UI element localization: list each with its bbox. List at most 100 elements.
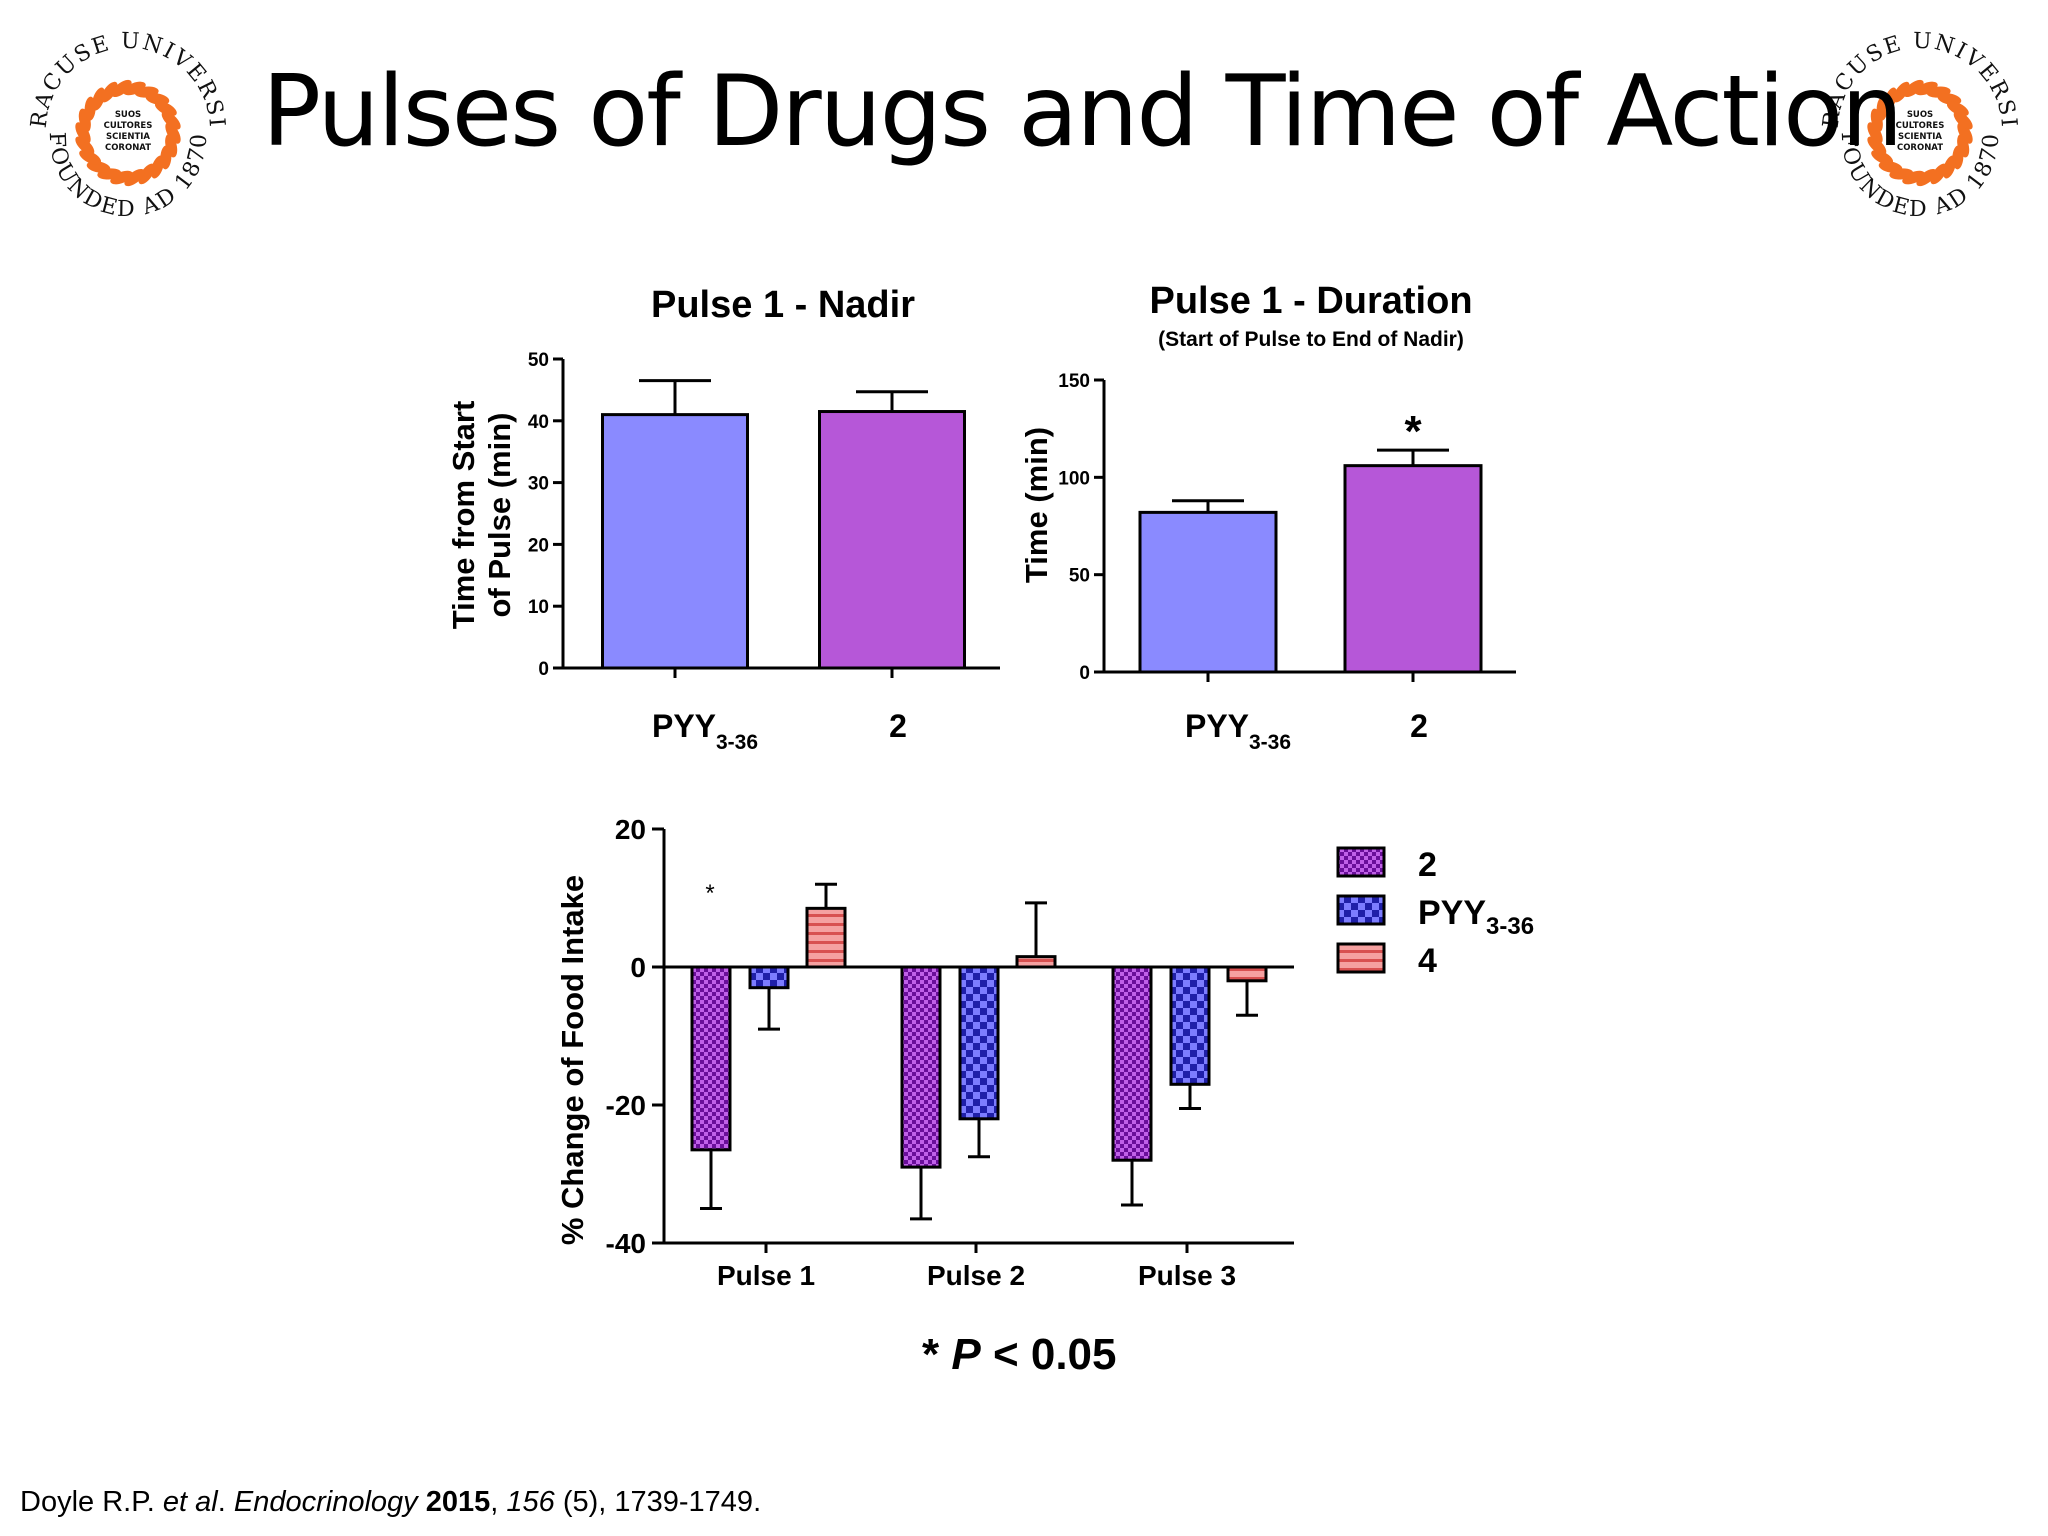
- legend-swatch: [1336, 846, 1386, 878]
- svg-text:CULTORES: CULTORES: [1896, 121, 1945, 131]
- laurel-leaf: [1915, 81, 1938, 96]
- legend-swatch: [1336, 894, 1386, 926]
- category-base: PYY: [652, 708, 716, 744]
- laurel-leaf: [1871, 149, 1894, 165]
- bar: [1015, 955, 1057, 969]
- x-category-label: Pulse 2: [927, 1260, 1025, 1291]
- laurel-leaf: [75, 136, 95, 155]
- y-tick-label: 100: [1058, 468, 1090, 489]
- y-tick-label: 50: [528, 350, 549, 371]
- laurel-leaf: [124, 168, 145, 187]
- laurel-leaf: [1893, 81, 1910, 103]
- chart-subtitle: (Start of Pulse to End of Nadir): [1158, 328, 1464, 351]
- bar: [958, 965, 1000, 1121]
- category-base: PYY: [1185, 708, 1249, 744]
- x-category-label: Pulse 1: [717, 1260, 815, 1291]
- legend-swatch: [1336, 942, 1386, 974]
- y-tick-label: 0: [630, 952, 646, 983]
- laurel-leaf: [1902, 170, 1925, 185]
- syracuse-university-seal-left: SYRACUSE UNIVERSITY FOUNDED AD 1870 SUOS…: [28, 30, 227, 222]
- laurel-wreath-icon: [1867, 79, 1973, 187]
- laurel-leaf: [123, 81, 146, 96]
- y-tick-label: 40: [528, 412, 549, 433]
- laurel-leaf: [1884, 87, 1898, 111]
- significance-star: *: [1404, 407, 1422, 456]
- chart-title: Pulse 1 - Duration: [1149, 280, 1472, 322]
- legend-name: 2: [1418, 846, 1437, 884]
- laurel-leaf: [1930, 163, 1947, 185]
- legend-label: PYY3-36: [1418, 894, 1534, 940]
- y-tick-label: 50: [1069, 566, 1090, 587]
- bar: [690, 965, 732, 1152]
- y-tick-label: 0: [1079, 663, 1090, 684]
- syracuse-university-seal-right: SYRACUSE UNIVERSITY FOUNDED AD 1870 SUOS…: [1820, 30, 2019, 222]
- bar: [748, 965, 790, 990]
- svg-text:CULTORES: CULTORES: [104, 121, 153, 131]
- y-axis-label: % Change of Food Intake: [555, 875, 590, 1245]
- bar: [900, 965, 942, 1169]
- x-category-label: Pulse 3: [1138, 1260, 1236, 1291]
- significance-annotation: *: [705, 880, 714, 907]
- category-subscript: 3-36: [716, 731, 758, 754]
- bar: [1169, 965, 1211, 1086]
- svg-text:SCIENTIA: SCIENTIA: [106, 132, 150, 142]
- x-category-label: PYY3-36: [652, 708, 758, 754]
- category-base: 2: [1410, 708, 1428, 744]
- laurel-leaf: [1946, 101, 1969, 117]
- bar: [1226, 965, 1268, 983]
- laurel-leaf: [111, 79, 132, 98]
- seal-center: [94, 99, 162, 167]
- y-tick-label: 20: [615, 814, 646, 845]
- p-value-note: * P < 0.05: [922, 1330, 1117, 1379]
- citation: Doyle R.P. et al. Endocrinology 2015, 15…: [20, 1486, 762, 1518]
- bar: [1343, 464, 1483, 674]
- laurel-leaf: [1957, 122, 1973, 144]
- laurel-leaf: [1867, 122, 1883, 144]
- chart-title: Pulse 1 - Nadir: [651, 284, 915, 326]
- slide-title: Pulses of Drugs and Time of Action: [262, 55, 1903, 169]
- x-category-label: PYY3-36: [1185, 708, 1291, 754]
- chart-pulse1-duration: Pulse 1 - Duration (Start of Pulse to En…: [1019, 280, 1516, 754]
- svg-text:SCIENTIA: SCIENTIA: [1898, 132, 1942, 142]
- bar: [601, 413, 749, 670]
- svg-text:SUOS: SUOS: [115, 110, 141, 120]
- svg-text:SUOS: SUOS: [1907, 110, 1933, 120]
- laurel-leaf: [138, 163, 155, 185]
- laurel-wreath-icon: [75, 79, 181, 187]
- legend-label: 2: [1418, 846, 1437, 884]
- y-tick-label: 0: [538, 659, 549, 680]
- laurel-leaf: [150, 155, 164, 179]
- x-category-label: 2: [889, 708, 907, 744]
- laurel-leaf: [1942, 155, 1956, 179]
- x-category-label: 2: [1410, 708, 1428, 744]
- bar: [1138, 510, 1278, 674]
- category-base: 2: [889, 708, 907, 744]
- y-tick-label: 10: [528, 597, 549, 618]
- chart-pulse1-nadir: Pulse 1 - Nadir Time from Start of Pulse…: [446, 284, 1000, 754]
- y-tick-label: -20: [606, 1090, 646, 1121]
- y-axis-label: Time (min): [1019, 427, 1054, 583]
- y-axis-label-line2: of Pulse (min): [482, 413, 517, 618]
- svg-text:CORONAT: CORONAT: [1897, 143, 1943, 153]
- y-tick-label: 20: [528, 535, 549, 556]
- laurel-leaf: [1867, 136, 1887, 155]
- laurel-leaf: [1953, 111, 1973, 130]
- laurel-leaf: [154, 101, 177, 117]
- svg-text:CORONAT: CORONAT: [105, 143, 151, 153]
- chart-food-intake-change: % Change of Food Intake * -40 -20 0 20 Puls…: [555, 814, 1534, 1291]
- laurel-leaf: [79, 149, 102, 165]
- legend-name: 4: [1418, 942, 1437, 980]
- bar: [1111, 965, 1153, 1162]
- legend-label: 4: [1418, 942, 1437, 980]
- laurel-leaf: [1916, 168, 1937, 187]
- laurel-leaf: [110, 170, 133, 185]
- seal-center: [1886, 99, 1954, 167]
- laurel-leaf: [1903, 79, 1924, 98]
- bar: [805, 906, 847, 969]
- legend-subscript: 3-36: [1486, 913, 1534, 940]
- y-tick-label: -40: [606, 1228, 646, 1259]
- y-tick-label: 30: [528, 474, 549, 495]
- category-subscript: 3-36: [1249, 731, 1291, 754]
- laurel-leaf: [92, 87, 106, 111]
